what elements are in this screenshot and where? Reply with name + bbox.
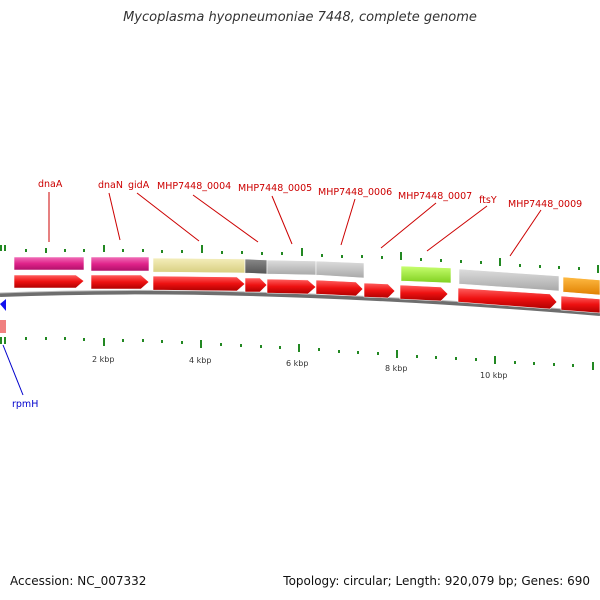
gene-label-gidA[interactable]: gidA — [128, 180, 150, 191]
label-leaders — [48, 192, 542, 257]
gene-label-dnaA[interactable]: dnaA — [38, 179, 63, 190]
cds-arrow-next — [560, 295, 600, 314]
cog-box-ftsY — [400, 265, 452, 284]
label-leader-rpmH — [2, 344, 24, 396]
scale-label-2kbp: 2 kbp — [92, 355, 114, 364]
gene-label-MHP7448_0007[interactable]: MHP7448_0007 — [398, 191, 472, 202]
cds-arrow-0004 — [244, 277, 268, 293]
inner-tick-row — [0, 337, 594, 370]
cog-box-0004 — [244, 258, 268, 275]
gene-label-MHP7448_0009[interactable]: MHP7448_0009 — [508, 199, 582, 210]
gene-label-dnaN[interactable]: dnaN — [98, 180, 123, 191]
forward-cds-track — [13, 274, 600, 314]
gene-label-ftsY[interactable]: ftsY — [479, 195, 497, 206]
reverse-cog-box-rpmH — [0, 320, 6, 333]
gene-label-MHP7448_0006[interactable]: MHP7448_0006 — [318, 187, 392, 198]
map-title: Mycoplasma hyopneumoniae 7448, complete … — [123, 10, 477, 25]
cds-arrow-dnaN — [90, 274, 150, 290]
cds-arrow-gidA — [152, 275, 246, 292]
genome-summary-text: Topology: circular; Length: 920,079 bp; … — [283, 574, 590, 588]
cog-track — [13, 256, 600, 296]
genome-backbone — [0, 290, 600, 316]
gene-label-MHP7448_0004[interactable]: MHP7448_0004 — [157, 181, 231, 192]
cog-box-0005 — [266, 259, 317, 276]
outer-tick-row — [0, 245, 599, 273]
scale-label-8kbp: 8 kbp — [385, 364, 407, 373]
cog-box-gidA — [152, 257, 246, 274]
cog-box-0006 — [315, 260, 365, 279]
cds-arrow-dnaA — [13, 274, 85, 289]
cog-box-dnaA — [13, 256, 85, 271]
cds-arrow-0007 — [363, 282, 396, 299]
cog-box-dnaN — [90, 256, 150, 272]
cog-box-next — [562, 276, 600, 296]
accession-text: Accession: NC_007332 — [10, 574, 147, 588]
cds-arrow-ftsY — [399, 284, 449, 302]
scale-label-10kbp: 10 kbp — [480, 371, 508, 380]
cds-arrow-0005 — [266, 278, 317, 295]
scale-label-4kbp: 4 kbp — [189, 356, 211, 365]
gene-label-MHP7448_0005[interactable]: MHP7448_0005 — [238, 183, 312, 194]
reverse-cds-arrow-rpmH — [0, 299, 6, 311]
scale-label-6kbp: 6 kbp — [286, 359, 308, 368]
gene-label-rpmH[interactable]: rpmH — [12, 399, 38, 410]
cds-arrow-0006 — [315, 279, 364, 297]
cog-box-0009 — [458, 268, 560, 292]
cds-arrow-0009 — [457, 287, 558, 310]
